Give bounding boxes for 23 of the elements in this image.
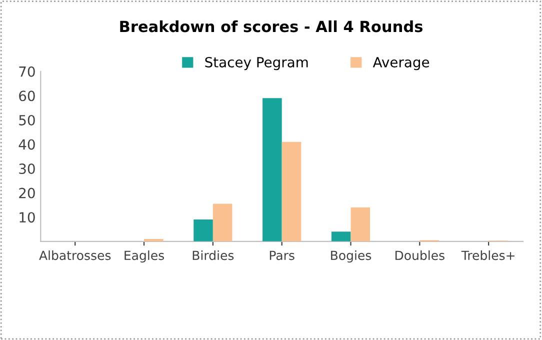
chart-title: Breakdown of scores - All 4 Rounds: [120, 20, 422, 32]
bar: [212, 204, 232, 242]
bar: [262, 98, 282, 242]
y-tick-label: 30: [19, 164, 35, 174]
bar: [282, 142, 302, 242]
y-tick-label: 20: [19, 188, 35, 198]
legend-label: Average: [372, 57, 430, 70]
bar: [194, 220, 213, 242]
x-tick-label: Trebles+: [461, 250, 514, 260]
bar: [331, 232, 351, 242]
x-tick-label: Albatrosses: [39, 250, 111, 260]
y-tick-label: 50: [19, 114, 35, 126]
x-tick-label: Pars: [270, 250, 294, 260]
bar: [350, 207, 370, 242]
x-tick-label: Eagles: [124, 250, 164, 263]
y-tick-label: 70: [19, 66, 35, 77]
x-tick-label: Bogies: [331, 250, 372, 263]
legend-label: Stacey Pegram: [205, 56, 308, 70]
x-tick-label: Doubles: [395, 250, 444, 260]
x-tick-label: Birdies: [192, 250, 234, 260]
y-tick-label: 60: [19, 90, 35, 102]
y-tick-label: 10: [20, 212, 35, 223]
y-tick-label: 40: [18, 139, 35, 150]
